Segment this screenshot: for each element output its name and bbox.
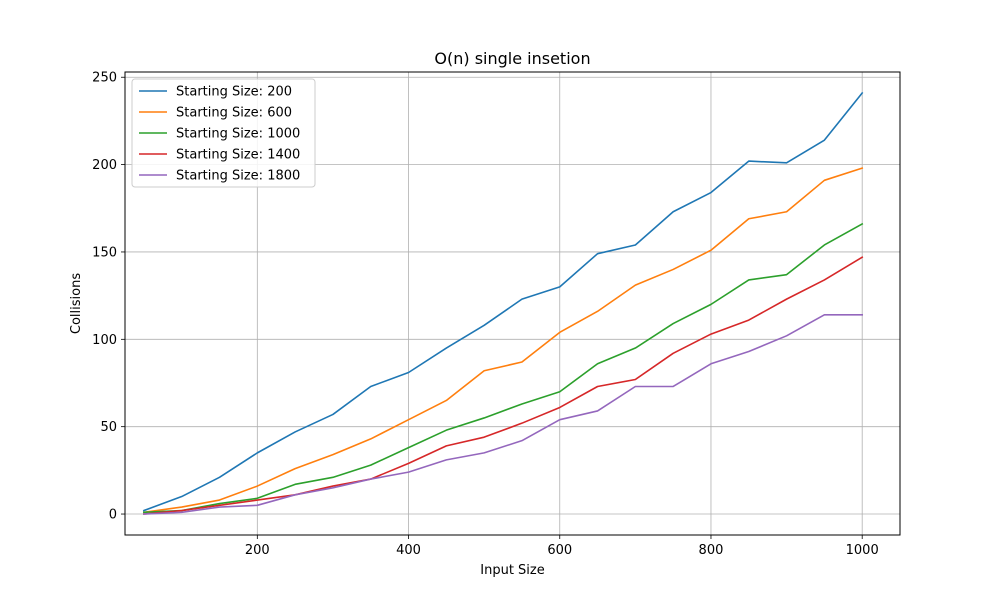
y-tick-label: 200	[92, 158, 117, 173]
x-tick-label: 800	[699, 543, 724, 558]
y-tick-label: 250	[92, 71, 117, 86]
x-tick-label: 600	[547, 543, 572, 558]
x-tick-label: 400	[396, 543, 421, 558]
y-tick-label: 150	[92, 245, 117, 260]
y-tick-label: 0	[109, 508, 117, 523]
grid-lines	[125, 72, 900, 535]
y-axis-label: Collisions	[69, 273, 84, 334]
series-line-1	[142, 91, 864, 512]
series-line-5	[143, 314, 864, 515]
plot-area-frame	[124, 71, 901, 536]
y-tick-label: 50	[100, 420, 117, 435]
chart-title: O(n) single insetion	[434, 49, 590, 68]
y-tick-label: 100	[92, 333, 117, 348]
legend-label-3: Starting Size: 1000	[176, 127, 300, 142]
legend-label-4: Starting Size: 1400	[176, 148, 300, 163]
series-line-3	[143, 222, 864, 514]
series-line-4	[143, 256, 864, 515]
x-axis-label: Input Size	[480, 563, 544, 578]
legend: Starting Size: 200 Starting Size: 600 Star…	[131, 78, 316, 188]
legend-label-2: Starting Size: 600	[176, 106, 292, 121]
series-lines	[142, 91, 864, 515]
series-line-2	[142, 167, 864, 514]
x-tick-label: 200	[245, 543, 270, 558]
legend-box	[131, 78, 316, 188]
legend-label-5: Starting Size: 1800	[176, 169, 300, 184]
axis-ticks: 200 400 600 800 1000 0 50 100 150 200 250	[92, 71, 879, 558]
legend-label-1: Starting Size: 200	[176, 85, 292, 100]
x-tick-label: 1000	[846, 543, 879, 558]
